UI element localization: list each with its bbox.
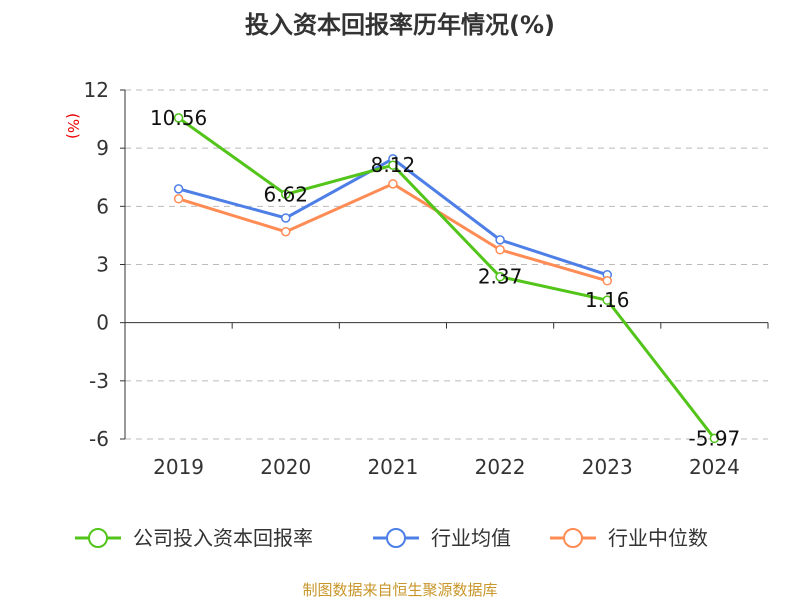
legend-label: 行业均值: [431, 526, 511, 550]
data-point: [281, 189, 291, 200]
y-tick-label: 0: [96, 311, 109, 335]
data-label: -5.97: [689, 426, 741, 450]
x-tick-label: 2024: [689, 455, 740, 479]
data-label: 2.37: [478, 265, 523, 289]
legend-marker: [88, 528, 108, 548]
data-label: 1.16: [585, 288, 630, 312]
y-tick-label: 12: [84, 78, 109, 102]
legend-marker: [386, 528, 406, 548]
data-point: [388, 160, 398, 170]
y-tick-label: -3: [89, 369, 109, 393]
series-line-2: [178, 182, 608, 283]
legend-marker: [563, 528, 583, 548]
data-point: [495, 271, 505, 282]
data-point: [495, 235, 505, 245]
data-label: 10.56: [150, 106, 207, 130]
data-label: 6.62: [263, 182, 308, 206]
x-tick-label: 2019: [153, 455, 204, 479]
data-point: [173, 184, 184, 194]
y-tick-label: -6: [89, 427, 109, 451]
x-tick-label: 2022: [475, 455, 526, 479]
data-point: [281, 213, 291, 223]
data-point: [173, 194, 184, 204]
y-tick-label: 9: [96, 136, 109, 160]
x-tick-label: 2020: [260, 455, 311, 479]
source-note: 制图数据来自恒生聚源数据库: [302, 581, 497, 599]
data-point: [281, 226, 291, 237]
data-point: [173, 113, 184, 123]
x-tick-label: 2021: [367, 455, 418, 479]
data-label: 8.12: [371, 153, 416, 177]
legend-label: 行业中位数: [608, 526, 708, 550]
data-point: [709, 433, 720, 444]
legend-label: 公司投入资本回报率: [133, 526, 313, 550]
data-point: [602, 295, 612, 305]
series-line-0: [177, 116, 716, 440]
data-point: [495, 245, 505, 255]
y-axis-label: (%): [64, 113, 82, 139]
chart-title: 投入资本回报率历年情况(%): [245, 11, 555, 39]
y-tick-label: 6: [96, 194, 109, 218]
data-point: [602, 276, 612, 286]
data-point: [388, 179, 398, 189]
y-tick-label: 3: [96, 253, 109, 277]
x-tick-label: 2023: [582, 455, 633, 479]
